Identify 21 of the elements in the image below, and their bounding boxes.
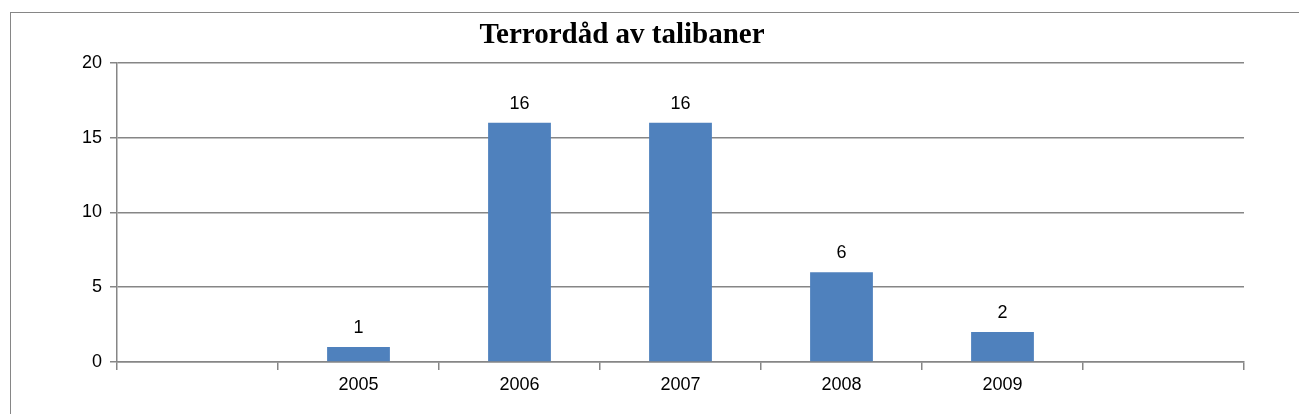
data-label: 1 xyxy=(353,317,364,338)
bar xyxy=(971,332,1034,362)
x-tick-label: 2007 xyxy=(660,373,701,394)
bar xyxy=(488,122,551,362)
chart-title: Terrordåd av talibaner xyxy=(479,16,765,49)
y-tick-label: 15 xyxy=(81,126,102,147)
data-label: 2 xyxy=(997,302,1008,323)
y-tick-label: 5 xyxy=(91,276,102,297)
y-tick-label: 0 xyxy=(91,350,102,371)
x-tick-label: 2005 xyxy=(338,373,379,394)
x-tick-label: 2008 xyxy=(821,373,862,394)
y-tick-label: 20 xyxy=(81,51,102,72)
x-tick-label: 2009 xyxy=(982,373,1023,394)
y-tick-label: 10 xyxy=(81,201,102,222)
x-tick-label: 2006 xyxy=(499,373,540,394)
bar xyxy=(810,272,873,362)
data-label: 16 xyxy=(509,92,530,113)
data-label: 16 xyxy=(670,92,691,113)
data-label: 6 xyxy=(836,242,847,263)
bar xyxy=(649,122,712,362)
bar xyxy=(327,347,390,362)
